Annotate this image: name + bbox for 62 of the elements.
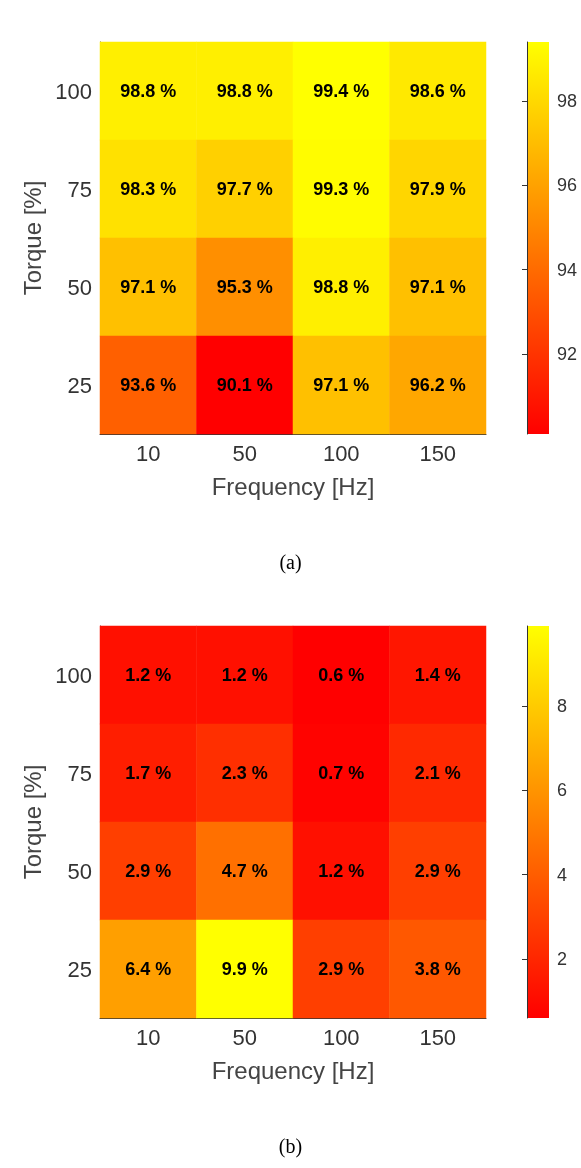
data-label: 1.7 % <box>125 763 172 783</box>
data-label: 6.4 % <box>125 959 172 979</box>
data-label: 9.9 % <box>221 959 268 979</box>
data-label: 1.4 % <box>414 665 461 685</box>
y-tick-label: 100 <box>55 662 92 688</box>
y-tick-label: 75 <box>67 176 92 202</box>
data-label: 97.9 % <box>409 179 466 199</box>
data-label: 1.2 % <box>221 665 268 685</box>
data-label: 3.8 % <box>414 959 461 979</box>
data-label: 97.1 % <box>120 277 177 297</box>
text: (b) <box>278 1135 303 1158</box>
data-label: 90.1 % <box>216 375 273 395</box>
color-bar-label: 6 <box>557 780 568 801</box>
data-label: 4.7 % <box>221 861 268 881</box>
y-tick-label: 25 <box>67 956 92 982</box>
color-bar-label: 96 <box>557 175 578 196</box>
data-label: 95.3 % <box>216 277 273 297</box>
x-tick-label: 50 <box>232 1024 257 1050</box>
data-label: 0.7 % <box>318 763 365 783</box>
color-bar-label: 4 <box>557 864 568 885</box>
y-tick-label: 100 <box>55 78 92 104</box>
data-label: 2.3 % <box>221 763 268 783</box>
data-label: 2.9 % <box>125 861 172 881</box>
x-tick-label: 150 <box>419 1024 457 1050</box>
y-axis-title: Torque [%] <box>18 764 46 880</box>
x-tick-label: 10 <box>136 1024 161 1050</box>
data-label: 99.3 % <box>313 179 370 199</box>
color-bar-label: 94 <box>557 259 578 280</box>
data-label: 98.8 % <box>216 81 273 101</box>
data-label: 1.2 % <box>318 861 365 881</box>
data-label: 98.3 % <box>120 179 177 199</box>
color-bar-label: 98 <box>557 91 578 112</box>
color-bar-label: 8 <box>557 696 568 717</box>
y-tick-label: 50 <box>67 858 92 884</box>
color-bar-label: 2 <box>557 948 568 969</box>
x-axis-title: Frequency [Hz] <box>211 472 375 500</box>
data-label: 2.9 % <box>414 861 461 881</box>
x-tick-label: 100 <box>322 440 360 466</box>
data-label: 2.9 % <box>318 959 365 979</box>
x-axis-title: Frequency [Hz] <box>211 1056 375 1084</box>
y-axis-title: Torque [%] <box>18 180 46 296</box>
x-tick-label: 100 <box>322 1024 360 1050</box>
data-label: 98.6 % <box>409 81 466 101</box>
data-label: 98.8 % <box>120 81 177 101</box>
data-label: 0.6 % <box>318 665 365 685</box>
data-label: 98.8 % <box>313 277 370 297</box>
data-label: 99.4 % <box>313 81 370 101</box>
data-label: 1.2 % <box>125 665 172 685</box>
x-tick-label: 50 <box>232 440 257 466</box>
y-tick-label: 25 <box>67 372 92 398</box>
color-bar-label: 92 <box>557 343 578 364</box>
data-label: 2.1 % <box>414 763 461 783</box>
text: (a) <box>279 551 302 574</box>
y-tick-label: 75 <box>67 760 92 786</box>
data-label: 97.7 % <box>216 179 273 199</box>
data-label: 93.6 % <box>120 375 177 395</box>
data-label: 97.1 % <box>409 277 466 297</box>
x-tick-label: 150 <box>419 440 457 466</box>
y-tick-label: 50 <box>67 274 92 300</box>
x-tick-label: 10 <box>136 440 161 466</box>
data-label: 96.2 % <box>409 375 466 395</box>
data-label: 97.1 % <box>313 375 370 395</box>
